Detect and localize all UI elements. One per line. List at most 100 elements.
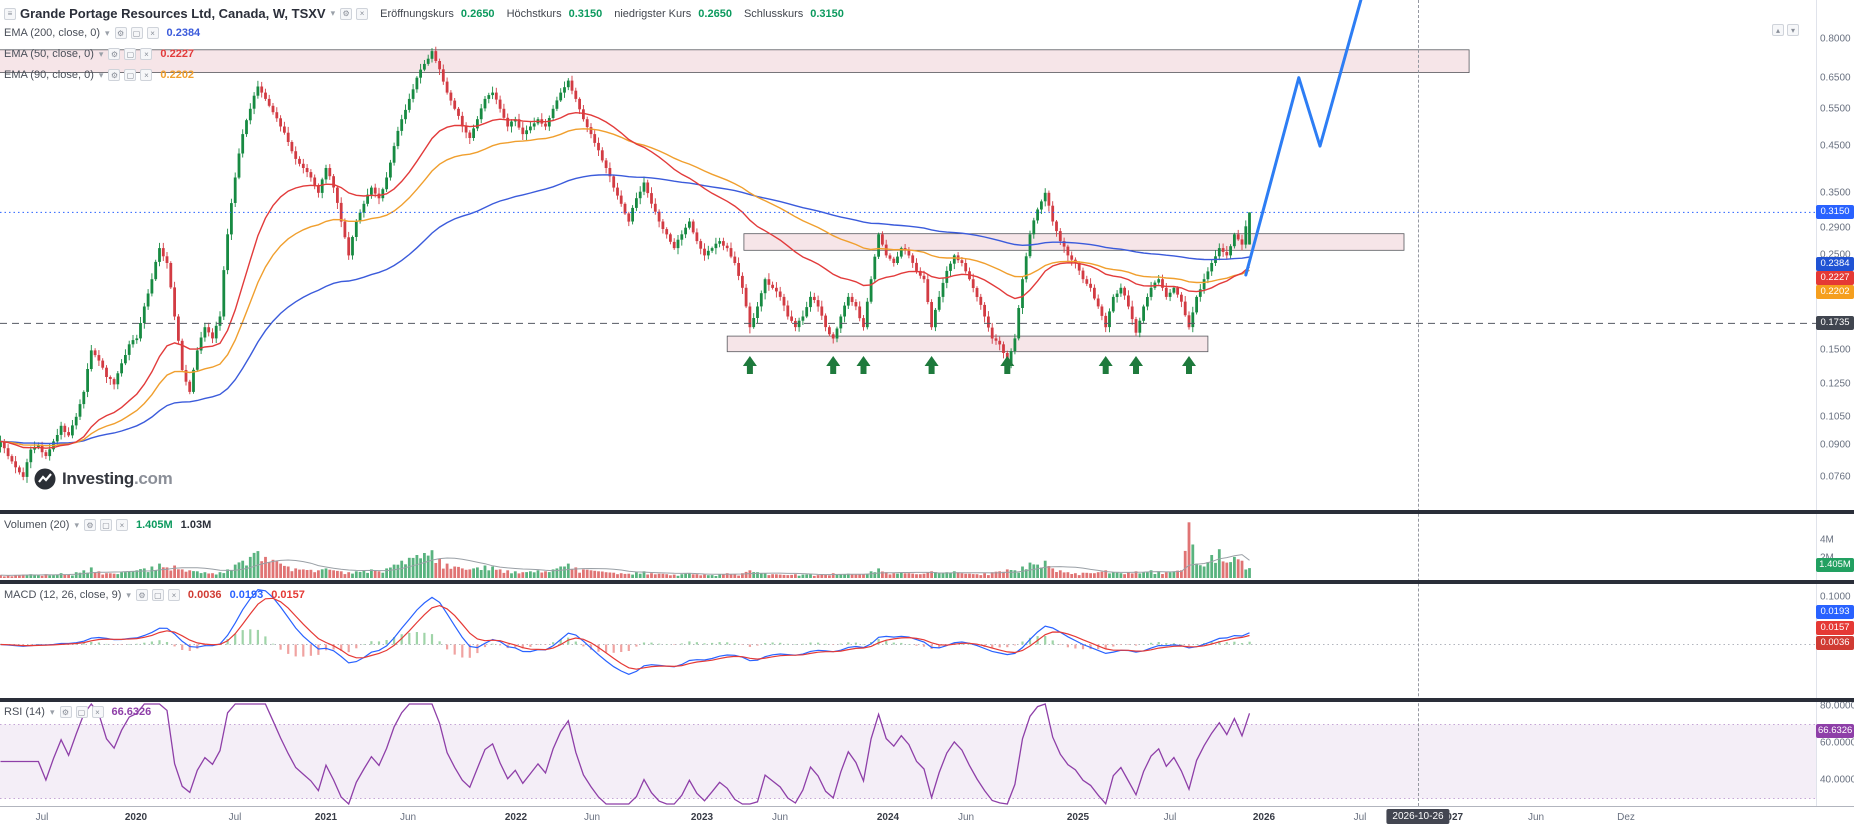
ema200-close-icon[interactable]: × [146, 27, 159, 39]
crosshair-date-badge: 2026-10-26 [1386, 809, 1450, 824]
time-axis-tick: 2026 [1252, 812, 1276, 823]
time-axis-border [0, 806, 1854, 807]
rsi-pane[interactable] [0, 702, 1816, 806]
macd-line-value: 0.0193 [229, 589, 264, 601]
ema50-caret-icon[interactable]: ▾ [98, 48, 104, 59]
volume-settings-icon[interactable]: ⚙ [83, 519, 96, 531]
ema90-visibility-icon[interactable]: ▢ [124, 69, 137, 81]
price-axis-tick: 0.1000 [1820, 591, 1851, 603]
price-axis-tick: 0.0760 [1820, 471, 1851, 483]
ema50-label: EMA (50, close, 0) [4, 48, 94, 60]
pane-separator[interactable] [0, 580, 1854, 584]
ema50-visibility-icon[interactable]: ▢ [124, 48, 137, 60]
time-axis-tick: Jun [399, 812, 417, 823]
ema200-visibility-icon[interactable]: ▢ [130, 27, 143, 39]
ema200-label: EMA (200, close, 0) [4, 27, 100, 39]
volume-visibility-icon[interactable]: ▢ [99, 519, 112, 531]
rsi-close-icon[interactable]: × [91, 706, 104, 718]
ema200-value: 0.2384 [166, 27, 201, 39]
price-axis-tick: 0.5500 [1820, 103, 1851, 115]
price-axis-tick: 0.0900 [1820, 439, 1851, 451]
price-axis-tick: 60.0000 [1820, 737, 1854, 749]
time-axis-tick: Jul [35, 812, 49, 823]
rsi-caret-icon[interactable]: ▾ [49, 706, 55, 717]
volume-pane[interactable] [0, 514, 1816, 580]
price-axis-badge: 0.2227 [1816, 271, 1854, 285]
volume-label: Volumen (20) [4, 519, 70, 531]
price-axis-tick: 0.2900 [1820, 222, 1851, 234]
macd-signal-value: 0.0157 [271, 589, 305, 601]
macd-close-icon[interactable]: × [167, 589, 180, 601]
price-axis-badge: 0.3150 [1816, 205, 1854, 219]
open-value: 0.2650 [460, 7, 495, 20]
time-axis-tick: Dez [1617, 812, 1635, 823]
time-axis-tick: Jun [771, 812, 789, 823]
price-axis-tick: 80.0000 [1820, 700, 1854, 712]
symbol-settings-icon[interactable]: ⚙ [340, 7, 353, 20]
ema90-settings-icon[interactable]: ⚙ [108, 69, 121, 81]
price-axis-tick: 0.3500 [1820, 187, 1851, 199]
open-label: Eröffnungskurs [380, 7, 454, 20]
macd-visibility-icon[interactable]: ▢ [151, 589, 164, 601]
volume-caret-icon[interactable]: ▾ [74, 519, 79, 530]
symbol-close-icon[interactable]: × [356, 7, 369, 20]
price-pane[interactable] [0, 0, 1816, 510]
price-axis-badge: 0.2384 [1816, 257, 1854, 271]
ema200-legend-row: EMA (200, close, 0) ▾ ⚙ ▢ × 0.2384 [4, 27, 200, 39]
macd-caret-icon[interactable]: ▾ [126, 589, 131, 600]
macd-hist-value: 0.0036 [187, 589, 222, 601]
ema90-legend-row: EMA (90, close, 0) ▾ ⚙ ▢ × 0.2202 [4, 69, 194, 81]
time-axis-tick: 2027 [1440, 812, 1464, 823]
rsi-label: RSI (14) [4, 706, 45, 718]
pane-move-up-icon[interactable]: ▴ [1772, 24, 1784, 36]
price-axis-badge: 66.6326 [1816, 724, 1854, 738]
time-axis-tick: 2023 [690, 812, 714, 823]
low-label: niedrigster Kurs [614, 7, 692, 20]
price-axis-tick: 0.1250 [1820, 378, 1851, 390]
rsi-chart-canvas [0, 702, 1816, 806]
volume-ma-value: 1.405M [135, 519, 173, 531]
price-axis-tick: 0.8000 [1820, 33, 1851, 45]
volume-bar-value: 1.03M [180, 519, 212, 531]
symbol-caret-icon[interactable]: ▾ [330, 8, 336, 18]
ema50-legend-row: EMA (50, close, 0) ▾ ⚙ ▢ × 0.2227 [4, 48, 194, 60]
price-axis-tick: 0.1050 [1820, 411, 1851, 423]
pane-separator[interactable] [0, 698, 1854, 702]
pane-move-down-icon[interactable]: ▾ [1787, 24, 1799, 36]
ema90-label: EMA (90, close, 0) [4, 69, 94, 81]
ema200-caret-icon[interactable]: ▾ [105, 27, 110, 38]
time-axis-tick: Jul [1163, 812, 1177, 823]
time-axis-tick: Jul [1353, 812, 1367, 823]
symbol-legend-row: ≡ Grande Portage Resources Ltd, Canada, … [4, 6, 844, 21]
macd-pane[interactable] [0, 584, 1816, 698]
macd-label: MACD (12, 26, close, 9) [4, 589, 122, 601]
time-axis-tick: 2024 [876, 812, 900, 823]
price-axis-tick: 0.4500 [1820, 140, 1851, 152]
volume-legend-row: Volumen (20) ▾ ⚙ ▢ × 1.405M 1.03M [4, 519, 211, 531]
high-value: 0.3150 [568, 7, 603, 20]
ema50-settings-icon[interactable]: ⚙ [108, 48, 121, 60]
ema50-close-icon[interactable]: × [140, 48, 153, 60]
price-axis-tick: 4M [1820, 534, 1834, 546]
price-axis-badge: 0.1735 [1816, 316, 1854, 330]
ema200-settings-icon[interactable]: ⚙ [114, 27, 127, 39]
time-axis-tick: 2022 [504, 812, 528, 823]
price-axis-badge: 0.2202 [1816, 285, 1854, 299]
time-axis[interactable]: Jul 2020 Jul 2021 Jun 2022 Jun 2023 Jun 2024 Jun 20… [0, 807, 1854, 828]
symbol-menu-icon[interactable]: ≡ [4, 7, 16, 20]
ema90-close-icon[interactable]: × [140, 69, 153, 81]
rsi-visibility-icon[interactable]: ▢ [75, 706, 88, 718]
pane-separator[interactable] [0, 510, 1854, 514]
time-axis-tick: Jun [583, 812, 601, 823]
rsi-settings-icon[interactable]: ⚙ [59, 706, 72, 718]
watermark-brand: Investing [62, 469, 134, 488]
ema90-caret-icon[interactable]: ▾ [98, 69, 104, 80]
investing-watermark: Investing.com [34, 468, 173, 490]
time-axis-tick: 2025 [1066, 812, 1090, 823]
close-value: 0.3150 [810, 7, 844, 20]
price-axis-tick: 0.6500 [1820, 72, 1851, 84]
macd-settings-icon[interactable]: ⚙ [135, 589, 148, 601]
volume-close-icon[interactable]: × [115, 519, 128, 531]
low-value: 0.2650 [698, 7, 732, 20]
